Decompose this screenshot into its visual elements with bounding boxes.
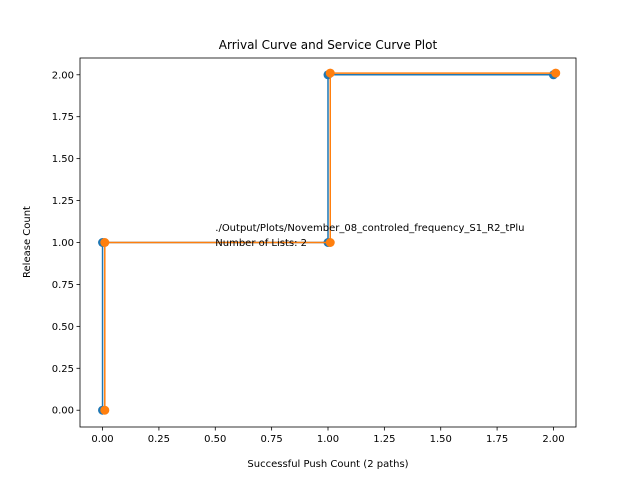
y-tick-label: 1.50 — [52, 154, 74, 165]
axes: 0.00 0.25 0.50 0.75 1.00 1.25 1.50 1.75 2.00 0.00… — [52, 70, 565, 445]
y-axis-label: Release Count — [22, 206, 33, 278]
chart-title: Arrival Curve and Service Curve Plot — [219, 38, 438, 52]
x-tick-label: 1.75 — [486, 434, 508, 445]
y-tick-label: 0.50 — [52, 322, 74, 333]
y-tick-label: 2.00 — [52, 70, 74, 81]
y-tick-label: 0.00 — [52, 406, 74, 417]
x-tick-label: 2.00 — [542, 434, 564, 445]
y-tick-label: 0.25 — [52, 364, 74, 375]
series-2-point — [325, 68, 335, 78]
y-tick-label: 1.00 — [52, 238, 74, 249]
y-tick-label: 1.25 — [52, 196, 74, 207]
x-tick-label: 0.75 — [261, 434, 283, 445]
x-axis-label: Successful Push Count (2 paths) — [247, 459, 408, 470]
y-tick-label: 0.75 — [52, 280, 74, 291]
plot-area: ./Output/Plots/November_08_controled_fre… — [98, 68, 561, 415]
x-tick-label: 1.25 — [373, 434, 395, 445]
series-2-point — [325, 238, 335, 247]
x-tick-label: 1.50 — [430, 434, 452, 445]
x-tick-label: 1.00 — [317, 434, 339, 445]
series-2-point — [551, 68, 561, 78]
x-tick-label: 0.00 — [91, 434, 113, 445]
series-2-point — [100, 238, 110, 247]
annotation-text: ./Output/Plots/November_08_controled_fre… — [215, 223, 524, 234]
y-tick-label: 1.75 — [52, 112, 74, 123]
x-tick-label: 0.25 — [148, 434, 170, 445]
x-tick-label: 0.50 — [204, 434, 226, 445]
annotation-text: Number of Lists: 2 — [215, 238, 307, 249]
series-2-point — [100, 405, 110, 415]
